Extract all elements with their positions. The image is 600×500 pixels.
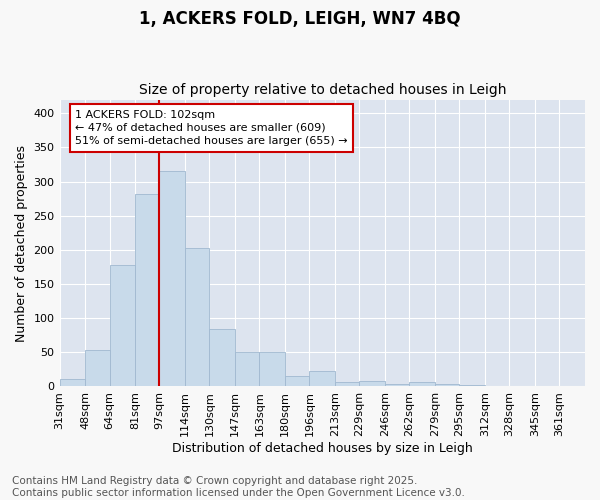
Bar [460,385,485,386]
Bar [185,248,209,386]
Bar [385,384,409,386]
Y-axis label: Number of detached properties: Number of detached properties [15,144,28,342]
Bar [435,384,460,386]
Bar [335,382,359,386]
Title: Size of property relative to detached houses in Leigh: Size of property relative to detached ho… [139,83,506,97]
Bar [259,352,285,386]
Bar [160,170,185,386]
Text: 1 ACKERS FOLD: 102sqm
← 47% of detached houses are smaller (609)
51% of semi-det: 1 ACKERS FOLD: 102sqm ← 47% of detached … [76,110,348,146]
Bar [235,352,259,386]
Bar [359,381,385,386]
Bar [285,376,310,386]
Bar [209,329,235,386]
X-axis label: Distribution of detached houses by size in Leigh: Distribution of detached houses by size … [172,442,473,455]
Bar [59,379,85,386]
Bar [110,265,135,386]
Bar [85,350,110,386]
Text: Contains HM Land Registry data © Crown copyright and database right 2025.
Contai: Contains HM Land Registry data © Crown c… [12,476,465,498]
Bar [135,194,160,386]
Text: 1, ACKERS FOLD, LEIGH, WN7 4BQ: 1, ACKERS FOLD, LEIGH, WN7 4BQ [139,10,461,28]
Bar [409,382,435,386]
Bar [310,372,335,386]
